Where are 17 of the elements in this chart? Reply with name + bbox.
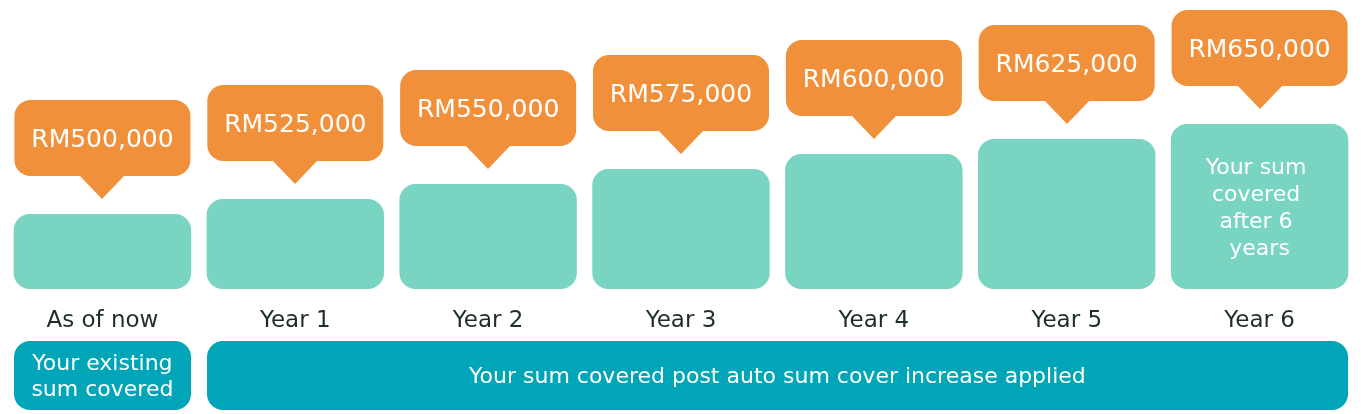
data-label: RM525,000: [224, 108, 367, 138]
data-label: RM575,000: [609, 78, 753, 108]
data-label: RM650,000: [1188, 33, 1331, 63]
data-label: RM625,000: [995, 48, 1138, 78]
data-label: RM500,000: [31, 123, 174, 153]
annotation: Your sum covered after 6 years: [1204, 153, 1314, 260]
x-tick-label: Year 5: [1030, 305, 1103, 332]
x-tick-label: As of now: [46, 305, 159, 332]
caption-box: Your existing sum covered: [13, 341, 192, 410]
x-tick-label: Year 3: [644, 305, 717, 332]
data-label: RM550,000: [416, 93, 560, 123]
x-tick-label: Year 1: [258, 305, 331, 332]
x-tick-label: Year 6: [1223, 305, 1295, 332]
data-label: RM600,000: [802, 63, 946, 93]
x-tick-label: Year 4: [837, 305, 910, 332]
x-tick-label: Year 2: [451, 305, 524, 332]
caption-box: Your sum covered post auto sum cover increase applied: [206, 341, 1349, 410]
